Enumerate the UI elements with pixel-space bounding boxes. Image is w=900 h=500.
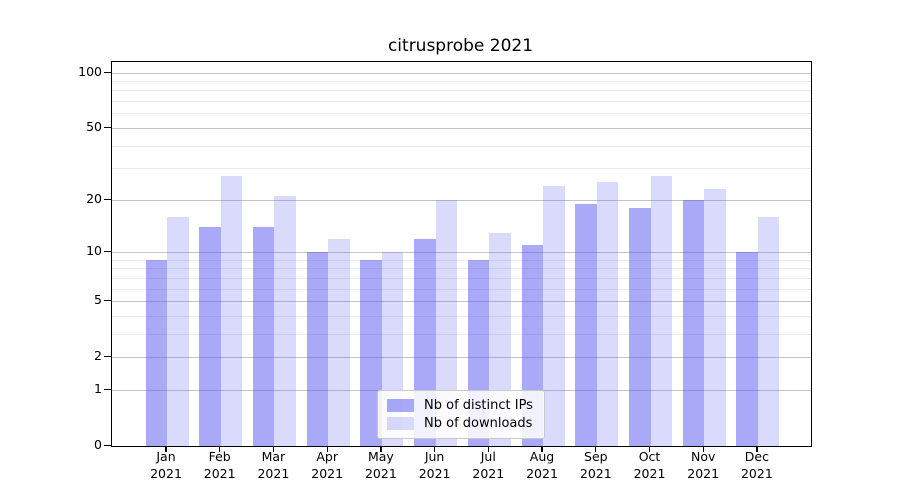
- gridline-50: [112, 127, 811, 129]
- bar-downloads-dec: [757, 216, 780, 446]
- bar-distinct-ips-nov: [682, 199, 705, 446]
- x-tick-label-sep: Sep 2021: [579, 449, 612, 481]
- legend-swatch-distinct-ips: [387, 399, 414, 412]
- x-tick-mark-aug: [541, 446, 543, 452]
- y-tick-mark-5: [104, 300, 111, 302]
- x-tick-mark-oct: [648, 446, 651, 452]
- x-tick-label-aug: Aug 2021: [526, 449, 558, 481]
- y-tick-label-100: 100: [78, 63, 102, 79]
- bar-downloads-jun: [435, 199, 458, 446]
- legend-label-downloads: Nb of downloads: [424, 416, 533, 431]
- x-tick-mark-jun: [433, 446, 436, 452]
- bar-distinct-ips-oct: [629, 207, 651, 446]
- legend-item-downloads: Nb of downloads: [387, 415, 535, 432]
- y-tick-mark-20: [104, 198, 111, 201]
- bar-distinct-ips-jan: [145, 259, 167, 446]
- bar-downloads-aug: [543, 185, 565, 446]
- x-tick-label-mar: Mar 2021: [257, 449, 290, 481]
- y-tick-mark-2: [104, 356, 111, 358]
- gridline-30: [112, 168, 811, 170]
- bar-distinct-ips-may: [360, 259, 382, 446]
- bar-distinct-ips-sep: [575, 203, 597, 446]
- gridline-60: [112, 113, 811, 115]
- x-tick-label-jun: Jun 2021: [418, 449, 451, 481]
- bar-distinct-ips-dec: [736, 252, 758, 446]
- x-tick-mark-jan: [165, 446, 167, 452]
- gridline-7: [112, 277, 811, 279]
- x-tick-mark-jul: [487, 446, 489, 452]
- x-tick-label-dec: Dec 2021: [740, 449, 773, 481]
- gridline-5: [112, 301, 811, 302]
- x-tick-mark-may: [380, 446, 382, 452]
- x-tick-label-oct: Oct 2021: [633, 449, 666, 481]
- legend-item-distinct-ips: Nb of distinct IPs: [387, 397, 535, 414]
- bar-distinct-ips-mar: [252, 226, 275, 446]
- x-tick-label-apr: Apr 2021: [311, 449, 344, 481]
- x-tick-label-may: May 2021: [364, 449, 397, 481]
- bar-downloads-feb: [220, 176, 243, 446]
- bar-downloads-sep: [596, 182, 619, 446]
- x-tick-mark-apr: [326, 446, 328, 452]
- gridline-8: [112, 268, 811, 270]
- legend-label-distinct-ips: Nb of distinct IPs: [424, 398, 533, 413]
- y-tick-label-10: 10: [86, 243, 102, 258]
- gridline-80: [112, 90, 811, 92]
- chart-title: citrusprobe 2021: [387, 36, 534, 56]
- x-tick-mark-feb: [219, 446, 221, 452]
- x-tick-label-nov: Nov 2021: [687, 449, 720, 481]
- bar-downloads-nov: [704, 188, 726, 446]
- x-tick-label-jul: Jul 2021: [472, 449, 505, 481]
- legend-swatch-downloads: [387, 417, 414, 430]
- y-tick-mark-1: [104, 388, 111, 391]
- y-tick-mark-10: [104, 251, 111, 253]
- gridline-100: [112, 72, 811, 74]
- bar-downloads-apr: [328, 238, 350, 446]
- gridline-9: [112, 259, 811, 261]
- y-tick-label-5: 5: [94, 292, 102, 307]
- bar-downloads-jan: [167, 216, 189, 446]
- gridline-70: [112, 101, 811, 103]
- gridline-90: [112, 81, 811, 82]
- gridline-20: [112, 199, 811, 201]
- x-tick-mark-dec: [756, 446, 758, 452]
- gridline-4: [112, 315, 811, 317]
- x-tick-mark-nov: [702, 446, 704, 452]
- x-tick-mark-mar: [272, 446, 275, 452]
- bar-distinct-ips-feb: [199, 226, 221, 446]
- bar-downloads-oct: [650, 176, 672, 446]
- y-tick-label-2: 2: [94, 348, 102, 364]
- bar-distinct-ips-apr: [306, 252, 329, 446]
- x-tick-mark-sep: [595, 446, 597, 452]
- x-tick-label-feb: Feb 2021: [203, 449, 236, 481]
- gridline-2: [112, 357, 811, 359]
- x-tick-label-jan: Jan 2021: [150, 449, 182, 481]
- legend: Nb of distinct IPs Nb of downloads: [377, 390, 545, 439]
- gridline-10: [112, 252, 811, 253]
- gridline-3: [112, 333, 811, 335]
- bar-downloads-mar: [274, 195, 296, 446]
- y-tick-mark-50: [104, 126, 111, 129]
- gridline-40: [112, 145, 811, 147]
- y-tick-label-1: 1: [94, 380, 102, 396]
- y-tick-label-0: 0: [94, 437, 102, 452]
- y-tick-mark-0: [104, 445, 111, 447]
- y-tick-mark-100: [104, 71, 111, 73]
- y-tick-label-50: 50: [86, 118, 102, 134]
- gridline-6: [112, 288, 811, 290]
- y-tick-label-20: 20: [86, 190, 102, 206]
